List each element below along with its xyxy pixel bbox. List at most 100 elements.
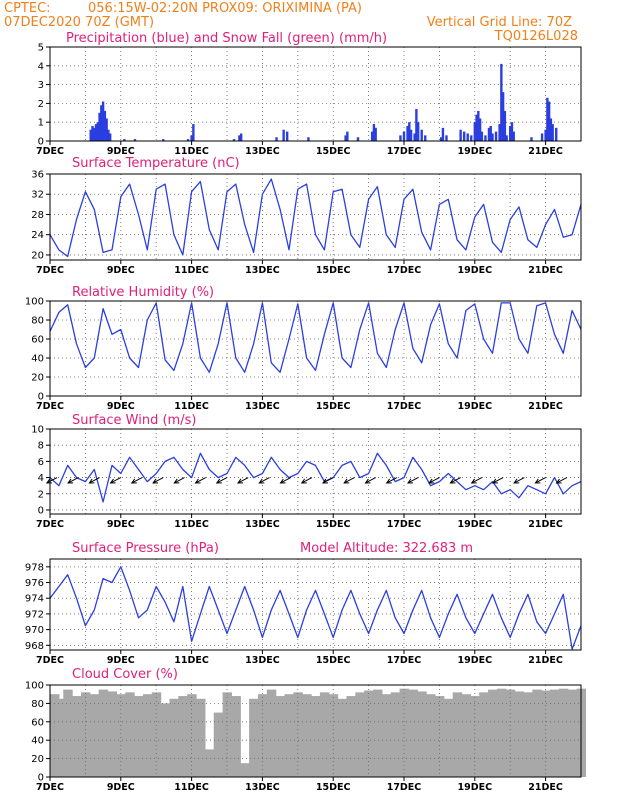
precipitation-bar [445,135,448,141]
wind-arrow [174,477,185,484]
wind-arrowhead [322,478,329,484]
precipitation-bar [530,137,533,141]
precipitation-bar [372,124,376,141]
rh-x-tick-label: 21DEC [528,401,563,412]
precipitation-bar [413,133,416,141]
header-run-date: 07DEC2020 70Z (GMT) [4,15,154,30]
cloud-bar [293,692,303,777]
precipitation-bar [498,124,501,141]
humidity-y-axis: 0 20 40 60 80 100 [25,297,50,403]
precipitation-bar [503,110,507,141]
cloud-bar [558,688,569,777]
wind-arrow [259,477,270,484]
precipitation-bar [549,118,553,141]
wind-x-tick-label: 15DEC [316,519,351,530]
precipitation-bar [162,139,165,141]
wind-y-tick-label: 6 [38,457,44,468]
cloud-bar [346,696,356,777]
humidity-grid [50,301,581,396]
precipitation-bar [480,131,484,141]
wind-x-tick-label: 9DEC [107,519,135,530]
pressure-x-tick-label: 13DEC [245,655,280,666]
wind-arrow [237,477,249,484]
precipitation-bar [344,135,347,141]
cloud-bar [319,692,330,777]
wind-title: Surface Wind (m/s) [72,413,196,428]
pressure-y-tick-label: 968 [25,641,44,652]
temp-x-tick-label: 15DEC [316,265,351,276]
wind-arrow [492,477,504,484]
cloud-bar [116,694,126,777]
precip-x-tick-label: 15DEC [316,146,351,157]
cloud-bar [160,703,171,777]
precipitation-bar [239,133,243,141]
wind-arrow [344,477,355,484]
cloud-bar [134,696,144,777]
cloud-bar [514,691,525,777]
wind-arrowhead [194,478,201,484]
pressure-altitude-annotation: Model Altitude: 322.683 m [300,541,473,556]
precipitation-bar [98,112,101,141]
cloud-y-tick-label: 0 [38,773,44,784]
rh-x-tick-label: 17DEC [387,401,422,412]
precip-y-tick-label: 0 [38,137,44,148]
cloud-bar [249,698,259,777]
wind-arrowhead [173,478,180,484]
wind-arrowhead [237,478,244,484]
precipitation-bar [107,129,110,141]
pressure-x-tick-label: 7DEC [36,655,64,666]
rh-x-tick-label: 13DEC [245,401,280,412]
cloud-x-tick-label: 11DEC [174,782,209,793]
precipitation-bar [356,137,360,141]
cloud-bar [98,689,109,777]
rh-y-tick-label: 80 [31,316,44,327]
precipitation-bar [459,129,462,141]
rh-series-line [49,302,582,373]
temp-y-tick-label: 28 [31,210,44,221]
precipitation-bar [374,127,377,141]
cloud-bar [125,692,135,777]
cloud-bar [54,698,64,777]
cloud-bar [523,692,533,777]
cloud-bar [89,694,100,777]
precipitation-bar [346,131,349,141]
wind-arrow [216,477,228,484]
pressure-y-tick-label: 976 [25,578,44,589]
precip-x-tick-label: 17DEC [387,146,422,157]
temp-x-tick-label: 21DEC [528,265,563,276]
precipitation-bar [232,139,236,141]
precipitation-bar [477,110,480,141]
cloud-y-tick-label: 40 [31,736,44,747]
pressure-x-tick-label: 19DEC [458,655,493,666]
precipitation-y-axis: 0 1 2 3 4 5 [38,43,50,148]
wind-arrowhead [300,478,307,484]
precipitation-bar [101,101,105,141]
wind-arrow [301,477,313,484]
wind-y-axis: 0 2 4 6 8 10 [31,425,50,516]
wind-arrowhead [109,478,116,484]
precip-x-tick-label: 9DEC [107,146,135,157]
cloud-bar [417,691,427,777]
precipitation-bar [91,125,94,141]
wind-arrowhead [88,478,95,484]
temperature-y-axis: 20 24 28 32 36 [31,170,50,261]
cloud-bar [567,689,578,777]
precipitation-bar [100,105,103,141]
wind-grid [50,429,581,514]
pressure-y-tick-label: 970 [25,625,44,636]
cloud-bar [80,692,91,777]
wind-x-tick-label: 13DEC [245,519,280,530]
wind-arrowhead [364,478,371,484]
precipitation-bar [105,118,108,141]
wind-arrow [46,477,58,484]
precipitation-bar [441,127,445,141]
precipitation-bar [473,122,476,141]
wind-arrowhead [407,478,414,484]
wind-arrow [89,477,100,484]
temp-y-tick-label: 36 [31,170,44,181]
cloud-y-tick-label: 80 [31,699,44,710]
cloud-x-tick-label: 19DEC [458,782,493,793]
cloud-y-tick-label: 60 [31,717,44,728]
wind-arrow [513,477,525,484]
